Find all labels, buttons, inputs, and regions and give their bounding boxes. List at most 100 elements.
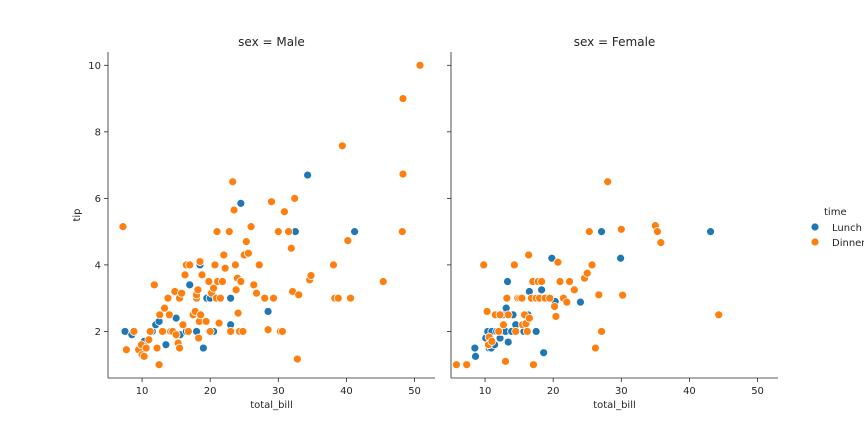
x-tick-label: 50 <box>751 386 764 397</box>
dinner-point <box>139 351 149 361</box>
lunch-point <box>350 227 360 237</box>
legend-label-lunch: Lunch <box>832 223 862 234</box>
dinner-point <box>656 238 666 248</box>
legend-title: time <box>824 207 847 218</box>
dinner-point <box>224 227 234 237</box>
dinner-point <box>118 222 128 232</box>
dinner-point <box>294 290 304 300</box>
dinner-point <box>482 307 492 316</box>
dinner-point <box>494 327 504 336</box>
y-tick-label: 2 <box>95 327 101 338</box>
x-tick-label: 30 <box>615 386 628 397</box>
dinner-point <box>562 297 572 307</box>
dinner-point <box>230 260 240 270</box>
dinner-point <box>197 270 207 280</box>
dinner-point <box>286 243 296 253</box>
dinner-point <box>284 227 293 237</box>
dinner-point <box>501 356 510 366</box>
dinner-point <box>216 293 225 303</box>
dinner-point <box>249 280 259 290</box>
panel-title: sex = Female <box>574 35 656 49</box>
x-tick-label: 40 <box>340 386 353 397</box>
dinner-point <box>550 302 559 311</box>
dinner-point <box>121 345 131 355</box>
dinner-point <box>499 320 508 330</box>
dinner-point <box>180 270 190 280</box>
y-axis-label: tip <box>72 208 83 221</box>
dinner-point <box>252 288 261 298</box>
dinner-point <box>618 290 628 300</box>
dinner-point <box>152 343 162 353</box>
dinner-point <box>260 293 270 303</box>
dinner-point <box>398 169 408 179</box>
lunch-point <box>236 198 246 208</box>
dinner-point <box>141 343 151 353</box>
dinner-point <box>246 222 256 232</box>
dinner-point <box>164 310 174 320</box>
dinner-point <box>194 333 204 343</box>
dinner-point <box>195 257 205 266</box>
dinner-point <box>503 310 513 320</box>
dinner-point <box>149 280 159 290</box>
dinner-point <box>553 257 563 267</box>
y-tick-label: 6 <box>95 194 101 205</box>
dinner-point <box>231 285 241 295</box>
dinner-point <box>337 141 347 151</box>
legend-marker-lunch <box>810 222 820 232</box>
dinner-point <box>243 248 253 258</box>
dinner-point <box>306 271 316 280</box>
dinner-point <box>522 327 532 336</box>
dinner-point <box>277 327 287 336</box>
dinner-point <box>529 360 538 370</box>
dinner-point <box>346 293 355 303</box>
lunch-point <box>503 337 513 347</box>
dinner-point <box>205 327 215 336</box>
lunch-point <box>616 253 626 263</box>
dinner-point <box>582 268 592 278</box>
lunch-point <box>198 343 208 353</box>
x-tick-label: 20 <box>547 386 560 397</box>
dinner-point <box>273 227 283 237</box>
dinner-point <box>254 260 264 270</box>
dinner-point <box>219 250 229 260</box>
dinner-point <box>218 277 227 286</box>
dinner-point <box>333 293 343 303</box>
lunch-point <box>576 297 585 307</box>
dinner-point <box>502 293 512 303</box>
dinner-point <box>591 343 600 353</box>
dinner-point <box>517 293 527 303</box>
y-tick-label: 10 <box>88 61 101 72</box>
dinner-point <box>511 327 521 336</box>
dinner-point <box>129 327 139 336</box>
dinner-point <box>479 260 489 270</box>
lunch-point <box>226 293 236 303</box>
lunch-point <box>539 348 549 358</box>
dinner-point <box>155 310 165 320</box>
dinner-point <box>163 293 173 303</box>
dinner-point <box>329 260 338 270</box>
lunch-point <box>303 170 313 180</box>
dinner-point <box>378 277 388 286</box>
x-axis-label: total_bill <box>593 400 636 411</box>
x-tick-label: 10 <box>479 386 492 397</box>
dinner-point <box>555 277 565 286</box>
dinner-point <box>201 317 211 326</box>
dinner-point <box>229 205 239 215</box>
lunch-point <box>471 351 480 361</box>
dinner-point <box>175 343 184 353</box>
lunch-point <box>537 285 547 295</box>
dinner-point <box>584 227 594 237</box>
legend-label-dinner: Dinner <box>832 238 864 249</box>
y-tick-label: 4 <box>95 260 101 271</box>
dinner-point <box>212 227 222 237</box>
dinner-point <box>154 360 164 370</box>
dinner-point <box>495 310 505 320</box>
dinner-point <box>158 327 167 336</box>
dinner-point <box>398 94 408 103</box>
dinner-point <box>594 290 604 300</box>
dinner-point <box>290 193 300 203</box>
panel-title: sex = Male <box>238 35 305 49</box>
x-axis-label: total_bill <box>250 400 293 411</box>
